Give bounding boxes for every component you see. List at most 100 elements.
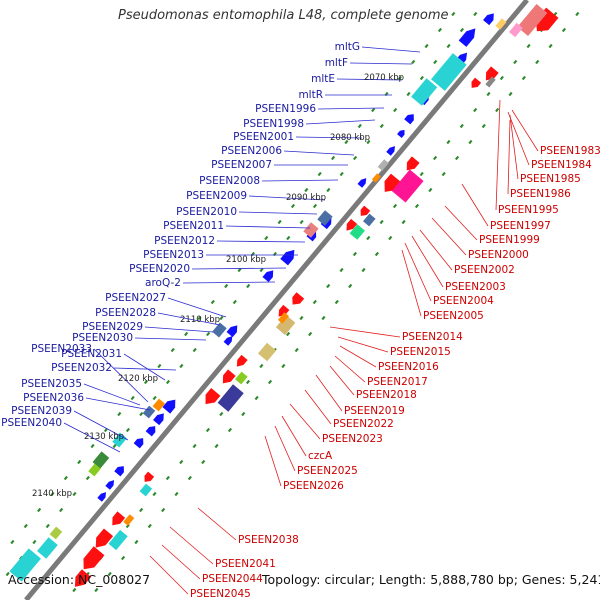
gene-label[interactable]: PSEEN2019 xyxy=(344,405,405,417)
gene-label[interactable]: PSEEN2006 xyxy=(221,145,282,157)
track-tick xyxy=(361,267,366,273)
gene-label[interactable]: PSEEN2028 xyxy=(95,307,156,319)
gene-label[interactable]: PSEEN2039 xyxy=(11,405,72,417)
gene-label[interactable]: PSEEN2023 xyxy=(322,433,383,445)
gene-label[interactable]: mltF xyxy=(325,57,348,69)
track-tick xyxy=(201,459,206,465)
track-tick xyxy=(548,43,553,49)
label-connector xyxy=(315,374,343,412)
track-tick xyxy=(143,379,149,385)
gene-label[interactable]: PSEEN1999 xyxy=(479,234,540,246)
gene-label[interactable]: PSEEN2040 xyxy=(1,417,62,429)
track-tick xyxy=(526,43,531,49)
gene-label[interactable]: PSEEN2026 xyxy=(283,480,344,492)
track-tick xyxy=(94,587,99,593)
gene-label[interactable]: PSEEN1983 xyxy=(540,145,600,157)
gene-label[interactable]: PSEEN1985 xyxy=(520,173,581,185)
gene-label[interactable]: PSEEN1997 xyxy=(490,220,551,232)
gene-label[interactable]: PSEEN2016 xyxy=(378,361,439,373)
gene-label[interactable]: PSEEN2020 xyxy=(129,263,190,275)
gene-label[interactable]: PSEEN2002 xyxy=(454,264,515,276)
gene-label[interactable]: PSEEN2003 xyxy=(445,281,506,293)
label-connector xyxy=(197,507,237,541)
label-connector xyxy=(511,109,539,152)
track-tick xyxy=(299,219,304,225)
track-tick xyxy=(388,235,393,241)
kbp-label: 2090 kbp xyxy=(286,193,326,203)
label-connector xyxy=(361,46,421,53)
gene-label[interactable]: mltG xyxy=(335,41,360,53)
gene-label[interactable]: PSEEN1996 xyxy=(255,103,316,115)
gene-label[interactable]: PSEEN2022 xyxy=(333,418,394,430)
gene-label[interactable]: PSEEN2035 xyxy=(21,378,82,390)
track-tick xyxy=(419,75,424,81)
gene-label[interactable]: PSEEN2013 xyxy=(143,249,204,261)
track-tick xyxy=(259,363,264,369)
gene-label[interactable]: PSEEN2010 xyxy=(176,206,237,218)
label-connector xyxy=(295,136,363,139)
gene-label[interactable]: mltR xyxy=(298,89,323,101)
label-connector xyxy=(261,179,339,182)
track-tick xyxy=(184,331,189,337)
gene-label[interactable]: PSEEN2029 xyxy=(82,321,143,333)
gene-feature xyxy=(363,213,376,227)
gene-feature xyxy=(406,156,420,171)
gene-label[interactable]: PSEEN2038 xyxy=(238,534,299,546)
gene-label[interactable]: PSEEN2014 xyxy=(402,331,463,343)
gene-label[interactable]: PSEEN2001 xyxy=(233,131,294,143)
gene-label[interactable]: PSEEN2018 xyxy=(356,389,417,401)
gene-label[interactable]: PSEEN1984 xyxy=(531,159,592,171)
gene-feature xyxy=(152,398,166,412)
track-tick xyxy=(513,59,518,65)
track-tick xyxy=(165,379,171,385)
gene-label[interactable]: PSEEN2036 xyxy=(23,392,84,404)
label-connector xyxy=(444,205,478,241)
gene-label[interactable]: PSEEN2009 xyxy=(186,190,247,202)
track-tick xyxy=(264,235,269,241)
gene-label[interactable]: PSEEN2027 xyxy=(105,292,166,304)
gene-feature xyxy=(349,224,365,240)
gene-label[interactable]: PSEEN2005 xyxy=(423,310,484,322)
label-connector xyxy=(134,337,207,341)
gene-label[interactable]: PSEEN2041 xyxy=(215,558,276,570)
gene-label[interactable]: aroQ-2 xyxy=(145,277,181,289)
label-connector xyxy=(431,217,467,256)
gene-feature xyxy=(205,388,221,405)
gene-label[interactable]: PSEEN2030 xyxy=(72,332,133,344)
gene-label[interactable]: PSEEN2032 xyxy=(51,362,112,374)
gene-label[interactable]: PSEEN2015 xyxy=(390,346,451,358)
label-connector xyxy=(274,425,296,472)
gene-label[interactable]: PSEEN2033 xyxy=(31,343,92,355)
gene-label[interactable]: PSEEN2007 xyxy=(211,159,272,171)
label-connector xyxy=(305,119,376,125)
label-connector xyxy=(149,555,189,595)
gene-feature xyxy=(133,438,144,449)
track-tick xyxy=(348,283,353,289)
gene-label[interactable]: PSEEN2044 xyxy=(202,573,263,585)
gene-feature xyxy=(517,4,548,36)
gene-label[interactable]: PSEEN1995 xyxy=(498,204,559,216)
gene-label[interactable]: czcA xyxy=(308,450,333,462)
track-tick xyxy=(59,507,64,513)
gene-feature xyxy=(262,270,274,283)
gene-label[interactable]: PSEEN2011 xyxy=(163,220,224,232)
gene-label[interactable]: PSEEN2008 xyxy=(199,175,260,187)
gene-label[interactable]: PSEEN1998 xyxy=(243,118,304,130)
gene-label[interactable]: PSEEN2025 xyxy=(297,465,358,477)
track-tick xyxy=(437,27,443,33)
gene-feature xyxy=(162,399,176,414)
gene-label[interactable]: PSEEN2012 xyxy=(154,235,215,247)
gene-label[interactable]: PSEEN2045 xyxy=(190,588,251,600)
gene-label[interactable]: PSEEN2004 xyxy=(433,295,494,307)
track-tick xyxy=(455,155,460,161)
gene-label[interactable]: PSEEN2031 xyxy=(61,348,122,360)
track-tick xyxy=(366,235,371,241)
gene-label[interactable]: mltE xyxy=(311,73,335,85)
track-tick xyxy=(259,267,264,273)
gene-label[interactable]: PSEEN2000 xyxy=(468,249,529,261)
label-connector xyxy=(225,225,311,229)
track-tick xyxy=(312,299,317,305)
gene-label[interactable]: PSEEN2017 xyxy=(367,376,428,388)
track-tick xyxy=(392,203,398,209)
gene-label[interactable]: PSEEN1986 xyxy=(510,188,571,200)
